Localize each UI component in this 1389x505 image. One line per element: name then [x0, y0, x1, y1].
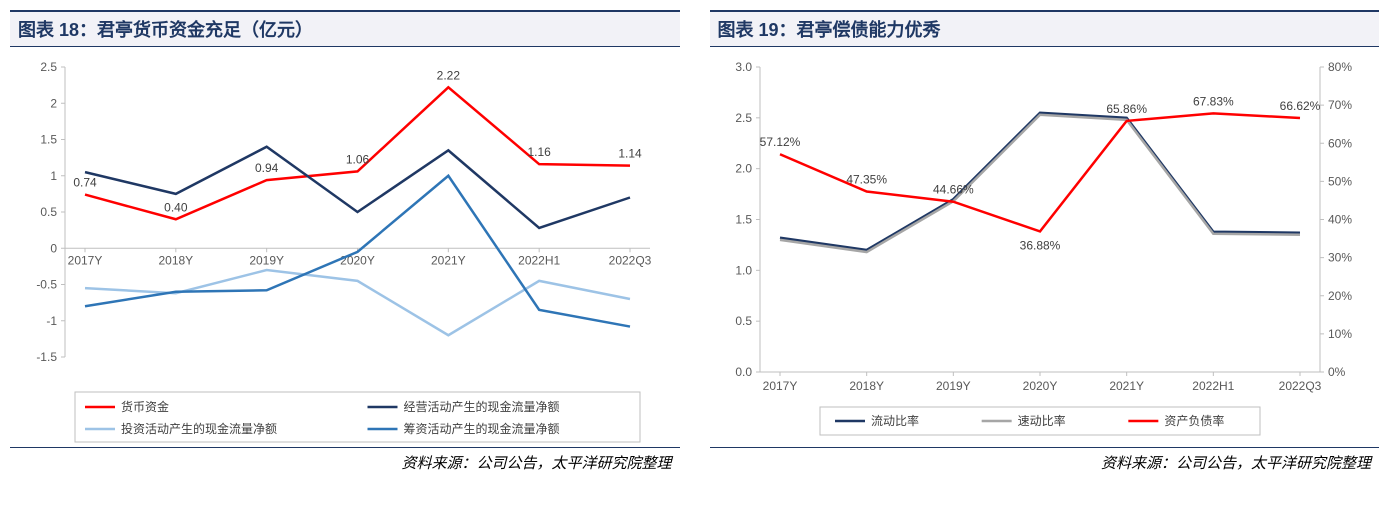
svg-text:20%: 20%: [1328, 289, 1352, 303]
chart-title-bar: 图表 19：君亭偿债能力优秀: [710, 10, 1380, 47]
legend-label: 货币资金: [121, 399, 169, 414]
svg-text:2022H1: 2022H1: [518, 253, 560, 267]
data-label: 0.40: [164, 200, 188, 214]
legend-label: 资产负债率: [1164, 413, 1224, 428]
data-label: 65.86%: [1106, 102, 1147, 116]
data-label: 57.12%: [759, 135, 800, 149]
chart-title: 图表 18：君亭货币资金充足（亿元）: [18, 20, 313, 40]
series-line: [85, 270, 630, 335]
svg-text:10%: 10%: [1328, 327, 1352, 341]
svg-text:-0.5: -0.5: [36, 278, 57, 292]
svg-text:2.5: 2.5: [735, 111, 752, 125]
legend-label: 投资活动产生的现金流量净额: [121, 421, 277, 436]
data-label: 0.94: [255, 161, 279, 175]
svg-text:2022Q3: 2022Q3: [1278, 379, 1321, 393]
svg-text:70%: 70%: [1328, 98, 1352, 112]
legend-label: 速动比率: [1017, 413, 1065, 428]
svg-text:0.0: 0.0: [735, 365, 752, 379]
svg-text:2021Y: 2021Y: [431, 253, 466, 267]
svg-text:40%: 40%: [1328, 213, 1352, 227]
data-label: 36.88%: [1019, 238, 1060, 252]
svg-text:2.0: 2.0: [735, 162, 752, 176]
chart-body-right: 0.0 0.5 1.0 1.5 2.0 2.5 3.0 0% 10% 20% 30% 40% 50% 60…: [710, 47, 1380, 447]
data-label: 1.16: [527, 145, 551, 159]
data-label: 66.62%: [1279, 99, 1320, 113]
legend-label: 经营活动产生的现金流量净额: [404, 399, 560, 414]
svg-text:50%: 50%: [1328, 174, 1352, 188]
svg-text:80%: 80%: [1328, 60, 1352, 74]
svg-text:3.0: 3.0: [735, 60, 752, 74]
series-line: [85, 176, 630, 327]
svg-text:0.5: 0.5: [40, 205, 57, 219]
data-label: 1.06: [346, 152, 370, 166]
svg-text:1.0: 1.0: [735, 263, 752, 277]
svg-text:1.5: 1.5: [735, 213, 752, 227]
data-label: 47.35%: [846, 172, 887, 186]
svg-text:-1: -1: [46, 314, 57, 328]
chart-title-bar: 图表 18：君亭货币资金充足（亿元）: [10, 10, 680, 47]
chart-body-left: -1.5 -1 -0.5 0 0.5 1 1.5 2 2.5 2017Y 2018Y 2019Y 202…: [10, 47, 680, 447]
svg-text:0.5: 0.5: [735, 314, 752, 328]
legend-label: 筹资活动产生的现金流量净额: [404, 421, 560, 436]
svg-text:2.5: 2.5: [40, 60, 57, 74]
svg-text:1.5: 1.5: [40, 133, 57, 147]
legend-label: 流动比率: [871, 413, 919, 428]
svg-text:60%: 60%: [1328, 136, 1352, 150]
svg-text:30%: 30%: [1328, 251, 1352, 265]
svg-text:2018Y: 2018Y: [849, 379, 884, 393]
data-label: 44.66%: [932, 183, 973, 197]
chart-panel-left: 图表 18：君亭货币资金充足（亿元） -1.5 -1 -0.5 0 0.5 1 1.5 2 2.…: [10, 10, 680, 477]
svg-text:2017Y: 2017Y: [762, 379, 797, 393]
svg-text:2017Y: 2017Y: [68, 253, 103, 267]
svg-text:2019Y: 2019Y: [249, 253, 284, 267]
svg-text:2022H1: 2022H1: [1192, 379, 1234, 393]
data-label: 1.14: [618, 147, 642, 161]
svg-text:2020Y: 2020Y: [340, 253, 375, 267]
svg-text:2019Y: 2019Y: [935, 379, 970, 393]
data-label: 2.22: [437, 68, 461, 82]
chart-title: 图表 19：君亭偿债能力优秀: [718, 20, 941, 40]
chart-panel-right: 图表 19：君亭偿债能力优秀 0.0 0.5 1.0 1.5 2.0 2.5 3.0 0% 10…: [710, 10, 1380, 477]
svg-text:1: 1: [50, 169, 57, 183]
svg-text:2022Q3: 2022Q3: [609, 253, 652, 267]
svg-text:2018Y: 2018Y: [158, 253, 193, 267]
chart-footer: 资料来源：公司公告，太平洋研究院整理: [710, 447, 1380, 477]
svg-text:2020Y: 2020Y: [1022, 379, 1057, 393]
svg-text:-1.5: -1.5: [36, 350, 57, 364]
svg-text:0: 0: [50, 241, 57, 255]
svg-text:0%: 0%: [1328, 365, 1346, 379]
chart-footer: 资料来源：公司公告，太平洋研究院整理: [10, 447, 680, 477]
data-label: 0.74: [73, 176, 97, 190]
svg-text:2021Y: 2021Y: [1109, 379, 1144, 393]
charts-row: 图表 18：君亭货币资金充足（亿元） -1.5 -1 -0.5 0 0.5 1 1.5 2 2.…: [10, 10, 1379, 477]
data-label: 67.83%: [1192, 94, 1233, 108]
svg-text:2: 2: [50, 96, 57, 110]
